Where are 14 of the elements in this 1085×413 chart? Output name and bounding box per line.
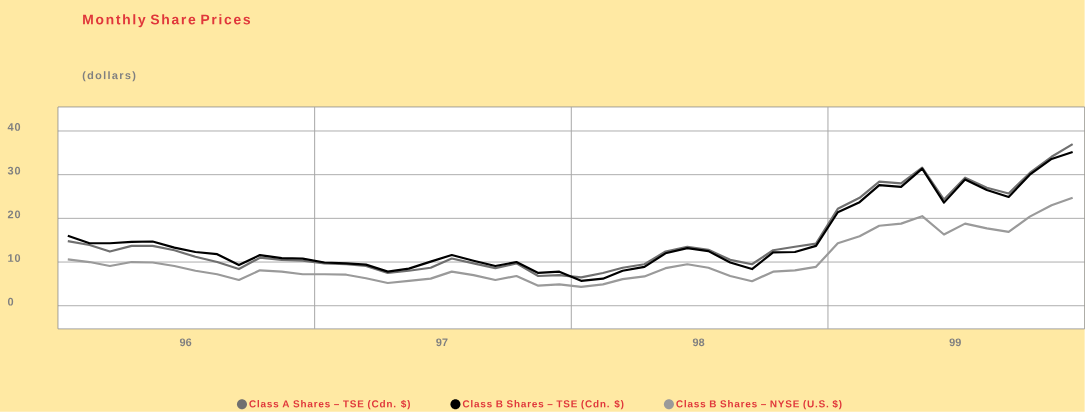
x-tick-label: 96 [179, 338, 192, 347]
legend-label: Class B Shares – NYSE (U.S. $) [676, 399, 842, 410]
y-tick-label: 0 [7, 297, 14, 306]
x-tick-label: 98 [692, 338, 705, 347]
legend-label: Class A Shares – TSE (Cdn. $) [249, 399, 410, 410]
x-tick-label: 99 [949, 338, 961, 347]
chart-title: Monthly Share Prices [83, 14, 251, 28]
x-tick-label: 97 [436, 338, 448, 347]
y-tick-label: 30 [7, 166, 21, 175]
chart-subtitle: (dollars) [82, 71, 136, 82]
y-tick-label: 20 [7, 210, 21, 219]
legend-label: Class B Shares – TSE (Cdn. $) [462, 399, 624, 410]
y-tick-label: 40 [7, 123, 21, 131]
y-tick-label: 10 [8, 254, 21, 263]
